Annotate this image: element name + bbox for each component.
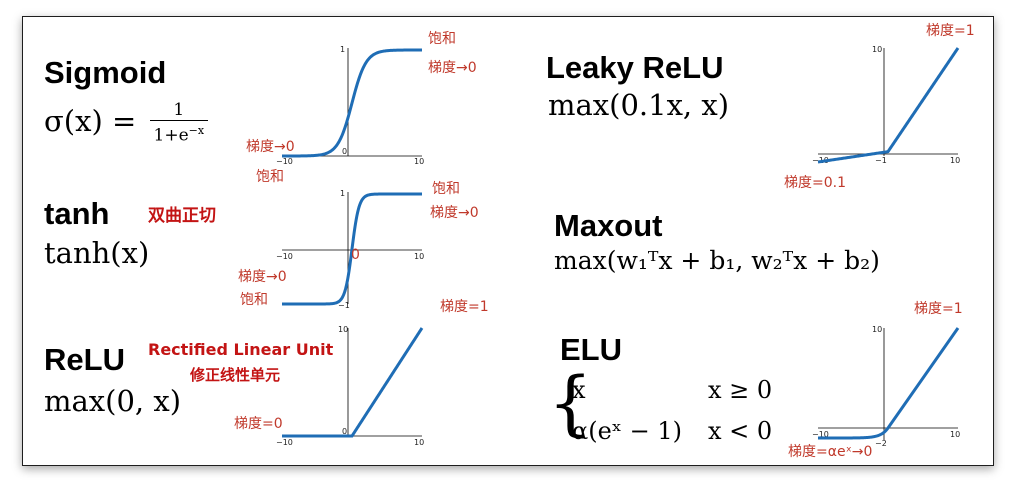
tanh-curve — [282, 192, 422, 306]
tanh-note-top: 饱和 — [432, 181, 460, 197]
sigmoid-note-top: 饱和 — [428, 31, 456, 47]
relu-curve — [282, 327, 424, 438]
sigmoid-curve — [281, 48, 423, 158]
sigmoid-plot: 1 0 −10 10 — [276, 45, 424, 166]
tick-label: 10 — [414, 252, 424, 261]
elu-case1-cond: x ≥ 0 — [708, 376, 773, 404]
sigmoid-denominator: 1+e−x — [150, 121, 209, 146]
tanh-formula: tanh(x) — [44, 236, 150, 270]
maxout-title: Maxout — [554, 208, 663, 243]
tanh-cn-label: 双曲正切 — [148, 206, 216, 226]
tanh-note-bottom2: 饱和 — [240, 292, 268, 308]
elu-plot: 10 −10 −2 10 — [812, 325, 960, 448]
relu-note-right: 梯度=1 — [440, 299, 489, 315]
tick-label: −10 — [812, 430, 829, 439]
tick-label: 10 — [950, 430, 960, 439]
elu-title: ELU — [560, 332, 622, 367]
sigmoid-note-bottom: 梯度→0 — [246, 139, 295, 155]
tanh-plot: 1 −1 −10 10 — [276, 189, 424, 310]
leaky-relu-curve — [817, 47, 960, 164]
leaky-relu-title: Leaky ReLU — [546, 50, 724, 85]
relu-plot: 10 0 −10 10 — [276, 325, 424, 447]
sigmoid-numerator: 1 — [149, 100, 209, 121]
relu-note-left: 梯度=0 — [234, 416, 283, 432]
tick-label: 10 — [414, 157, 424, 166]
slide-frame — [22, 16, 994, 466]
relu-title: ReLU — [44, 342, 125, 377]
sigmoid-note-bottom2: 饱和 — [256, 169, 284, 185]
relu-cn-label: 修正线性单元 — [190, 366, 281, 384]
tanh-note-bottom: 梯度→0 — [238, 269, 287, 285]
tick-label: −1 — [338, 301, 350, 310]
sigmoid-den-exp: −x — [188, 124, 205, 137]
leaky-relu-note-left: 梯度=0.1 — [784, 175, 846, 191]
tick-label: 10 — [950, 156, 960, 165]
sigmoid-lhs: σ(x) = — [44, 103, 137, 138]
relu-formula: max(0, x) — [44, 384, 182, 418]
leaky-relu-plot: 10 −10 −1 10 — [812, 45, 960, 165]
tick-label: 0 — [342, 147, 347, 156]
tick-label: 10 — [414, 438, 424, 447]
tick-label: 0 — [342, 427, 347, 436]
tick-label: 10 — [338, 325, 348, 334]
tick-label: 10 — [872, 45, 882, 54]
tick-label: −10 — [276, 438, 293, 447]
sigmoid-den-base: 1+e — [153, 125, 189, 146]
tick-label: 10 — [872, 325, 882, 334]
tick-label: −2 — [875, 439, 887, 448]
leaky-relu-formula: max(0.1x, x) — [548, 88, 730, 122]
elu-case2-cond: x < 0 — [708, 417, 773, 445]
sigmoid-fraction: 1 1+e−x — [149, 100, 209, 146]
tick-label: 1 — [340, 189, 345, 198]
leaky-relu-note-right: 梯度=1 — [926, 23, 975, 39]
tanh-note-center: 0 — [351, 247, 360, 263]
tick-label: −10 — [276, 157, 293, 166]
elu-note-left: 梯度=αeˣ→0 — [788, 444, 873, 460]
elu-brace: { — [548, 362, 593, 444]
sigmoid-formula: σ(x) = 1 1+e−x — [44, 100, 209, 146]
elu-case2-expr: α(eˣ − 1) — [572, 417, 682, 445]
tanh-note-top2: 梯度→0 — [430, 205, 479, 221]
tick-label: −1 — [875, 156, 887, 165]
elu-curve — [818, 327, 960, 440]
tick-label: −10 — [276, 252, 293, 261]
sigmoid-note-top2: 梯度→0 — [428, 60, 477, 76]
sigmoid-title: Sigmoid — [44, 55, 167, 90]
maxout-formula: max(w₁ᵀx + b₁, w₂ᵀx + b₂) — [554, 246, 880, 275]
tanh-title: tanh — [44, 196, 110, 231]
elu-note-right: 梯度=1 — [914, 301, 963, 317]
tick-label: 1 — [340, 45, 345, 54]
elu-case1-expr: x — [572, 376, 586, 404]
relu-en-label: Rectified Linear Unit — [148, 340, 334, 359]
